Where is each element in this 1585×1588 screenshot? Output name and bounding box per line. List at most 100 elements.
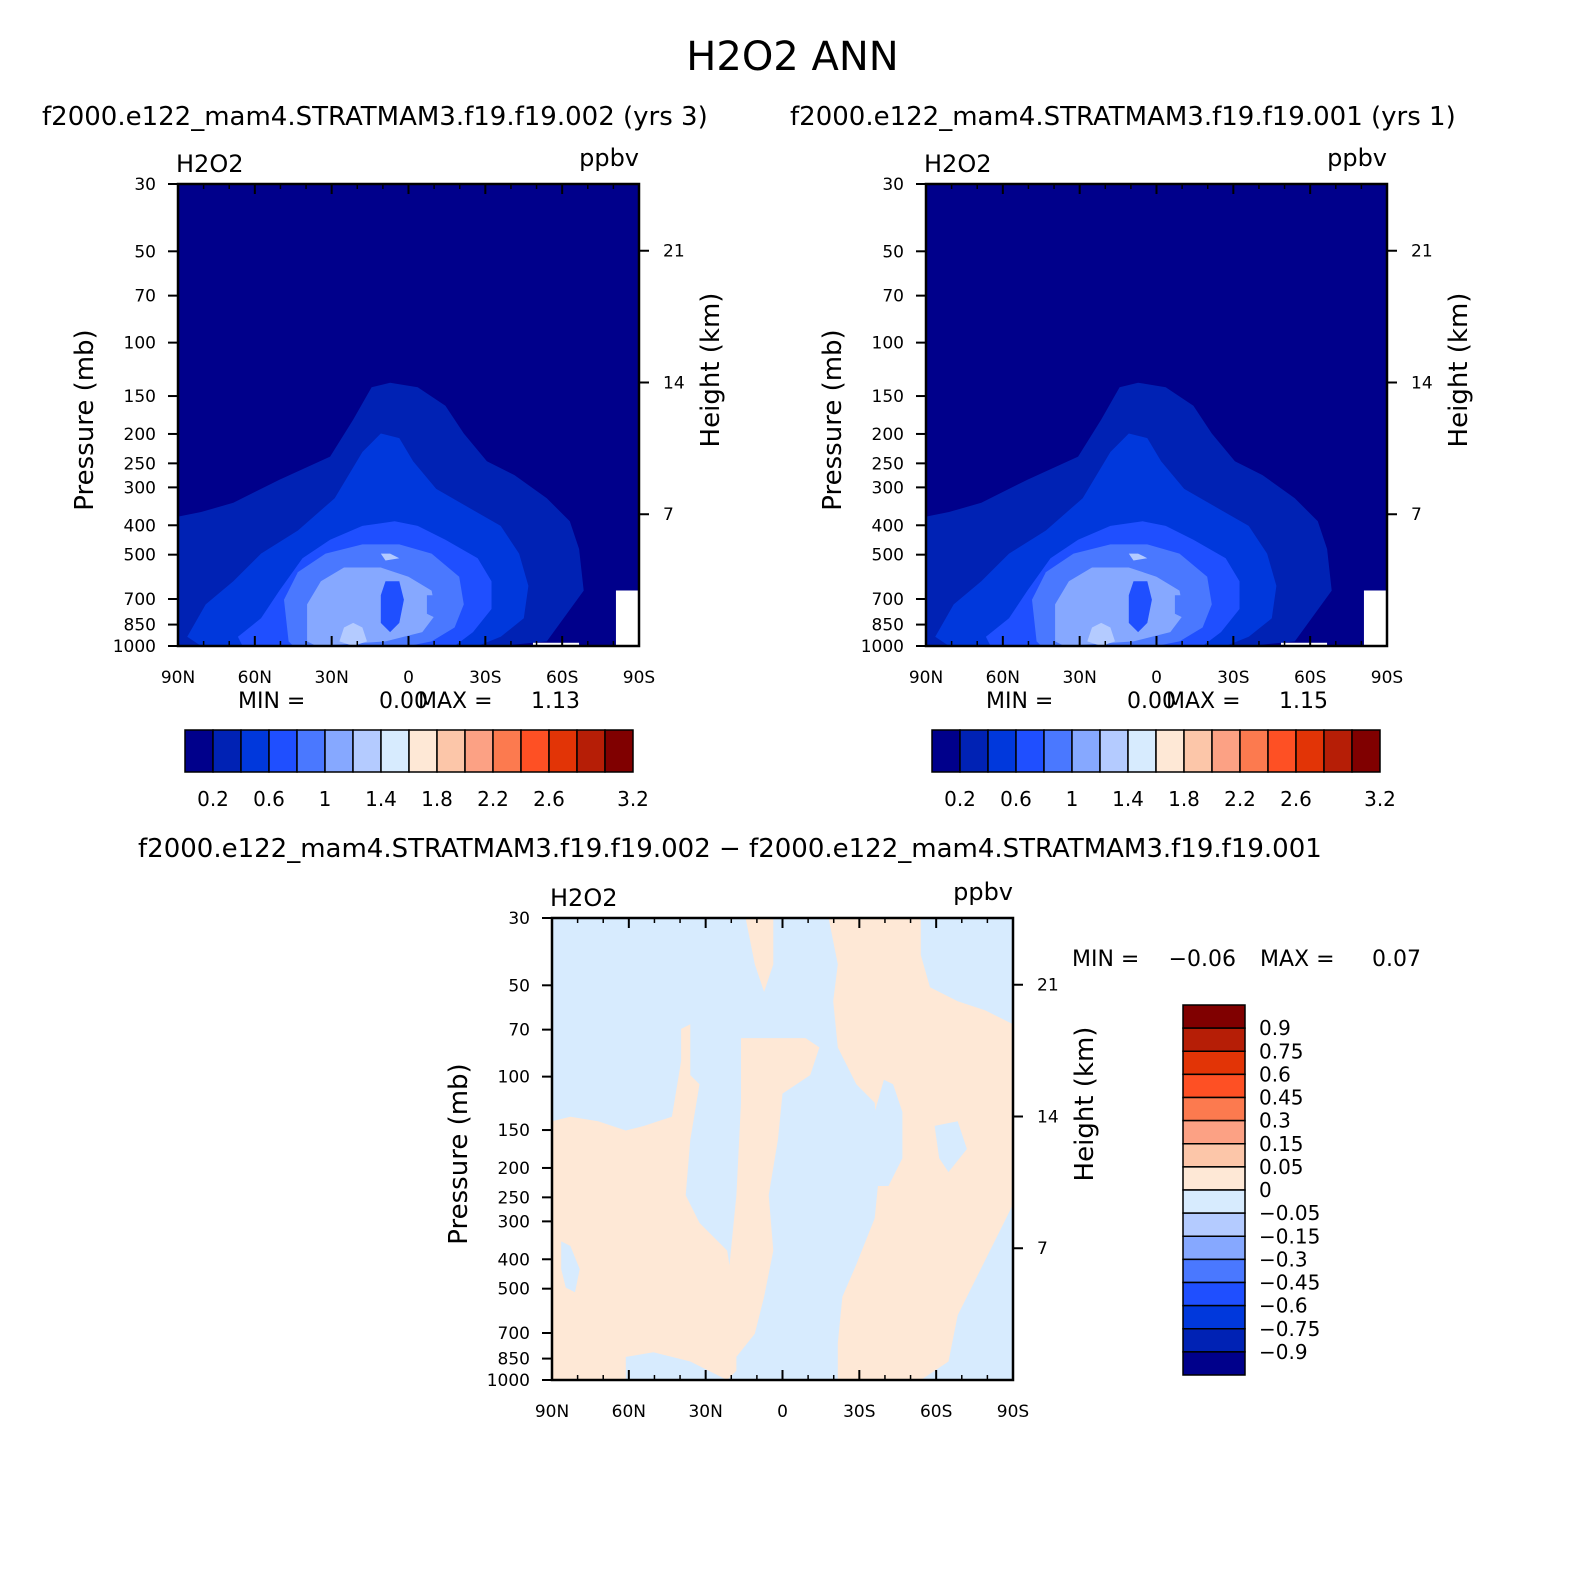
bottom-height-tick-label: 7	[1037, 1239, 1048, 1259]
colorbar-top-right-swatch	[1211, 729, 1241, 773]
colorbar-top-right-swatch	[987, 729, 1017, 773]
colorbar-top-left-swatch	[352, 729, 382, 773]
bottom-y-tick-label: 500	[498, 1280, 530, 1300]
colorbar-top-right-swatch	[1239, 729, 1269, 773]
colorbar-bottom-swatch	[1182, 1281, 1246, 1307]
top_left-y-tick-label: 700	[124, 590, 156, 610]
top_right-y-tick-label: 250	[872, 454, 904, 474]
colorbar-bottom-swatch	[1182, 1328, 1246, 1353]
top_right-y-tick-label: 150	[872, 387, 904, 407]
colorbar-top-left-swatch	[520, 729, 550, 773]
bottom-contour-0	[552, 1024, 737, 1380]
top_right-x-tick-label: 30S	[1217, 668, 1249, 688]
top-right-header: f2000.e122_mam4.STRATMAM3.f19.f19.001 (y…	[790, 102, 1456, 132]
top_left-contour-6	[426, 595, 446, 619]
top_right-contour-6	[1174, 595, 1194, 619]
colorbar-top-right-tick-label: 1.8	[1168, 787, 1200, 811]
top_left-y-tick-label: 200	[124, 425, 156, 445]
colorbar-bottom-swatch	[1182, 1304, 1246, 1330]
colorbar-top-right-tick-label: 2.2	[1224, 787, 1256, 811]
colorbar-top-left	[184, 729, 634, 773]
top_left-missing-data	[532, 642, 580, 646]
colorbar-top-right-tick-label: 3.2	[1364, 787, 1396, 811]
top_left-y-tick-label: 100	[124, 334, 156, 354]
top_right-x-tick-label: 0	[1151, 668, 1162, 688]
bottom-height-tick-label: 21	[1037, 976, 1059, 996]
colorbar-top-right-swatch	[1127, 729, 1157, 773]
colorbar-top-right-tick-label: 0.2	[944, 787, 976, 811]
top_right-y-tick-label: 50	[882, 242, 904, 262]
colorbar-bottom-swatch	[1182, 1212, 1246, 1237]
colorbar-bottom-tick-label: −0.6	[1259, 1294, 1308, 1318]
top_right-height-tick-label: 14	[1411, 373, 1433, 393]
top_right-x-tick-label: 60S	[1294, 668, 1326, 688]
colorbar-top-right-tick-label: 1.4	[1112, 787, 1144, 811]
colorbar-bottom-swatch	[1182, 1143, 1246, 1168]
top_right-contour-7	[1087, 622, 1115, 646]
colorbar-top-left-swatch	[436, 729, 466, 773]
colorbar-top-left-tick-label: 1	[319, 787, 332, 811]
top_right-y-tick-label: 700	[872, 590, 904, 610]
colorbar-top-left-swatch	[296, 729, 326, 773]
top_left-height-tick-label: 14	[663, 373, 685, 393]
colorbar-bottom-tick-label: 0	[1259, 1178, 1272, 1202]
colorbar-bottom-swatch	[1182, 1166, 1246, 1191]
bottom-y-tick-label: 100	[498, 1068, 530, 1088]
top_right-contour-4	[1055, 567, 1185, 646]
colorbar-top-left-tick-label: 2.6	[533, 787, 565, 811]
colorbar-top-right-swatch	[959, 729, 989, 773]
bottom-height-tick-label: 14	[1037, 1107, 1059, 1127]
colorbar-top-left-tick-label: 2.2	[477, 787, 509, 811]
top_right-contour-5	[1128, 581, 1152, 633]
bottom-x-tick-label: 90S	[997, 1402, 1029, 1422]
top_left-units-label: ppbv	[579, 144, 639, 172]
colorbar-top-left-tick-label: 1.4	[365, 787, 397, 811]
colorbar-bottom-swatch	[1182, 1258, 1246, 1284]
top_right-x-tick-label: 90S	[1371, 668, 1403, 688]
top_left-y-tick-label: 500	[124, 546, 156, 566]
top_left-x-tick-label: 30S	[469, 668, 501, 688]
colorbar-top-left-tick-label: 3.2	[617, 787, 649, 811]
bottom-contour-5	[561, 1241, 580, 1293]
top_left-contour-7	[339, 622, 367, 646]
top_left-y-tick-label: 250	[124, 454, 156, 474]
colorbar-bottom-tick-label: 0.75	[1259, 1039, 1304, 1063]
colorbar-top-right-tick-label: 2.6	[1280, 787, 1312, 811]
bottom-x-tick-label: 90N	[535, 1402, 569, 1422]
bottom-y-tick-label: 1000	[487, 1371, 530, 1391]
top_right-x-tick-label: 90N	[909, 668, 943, 688]
bottom-min-label: MIN =	[1072, 947, 1139, 972]
top_left-contour-4	[307, 567, 437, 646]
bottom-y-right-axis-title: Height (km)	[1070, 1027, 1100, 1182]
bottom-y-tick-label: 300	[498, 1212, 530, 1232]
bottom-contour-1	[745, 918, 774, 992]
colorbar-top-right-swatch	[1155, 729, 1185, 773]
top_left-var-label: H2O2	[176, 150, 243, 178]
colorbar-bottom-tick-label: 0.6	[1259, 1062, 1291, 1086]
top_left-height-tick-label: 7	[663, 505, 674, 525]
top_right-y-tick-label: 200	[872, 425, 904, 445]
colorbar-top-right-tick-label: 0.6	[1000, 787, 1032, 811]
top_left-y-axis-title: Pressure (mb)	[70, 329, 100, 510]
colorbar-top-left-swatch	[184, 729, 214, 773]
colorbar-top-right	[931, 729, 1381, 773]
colorbar-bottom-swatch	[1182, 1189, 1246, 1214]
bottom-x-tick-label: 30N	[688, 1402, 722, 1422]
top_right-contour-8	[1128, 553, 1148, 561]
top_right-x-tick-label: 60N	[986, 668, 1020, 688]
top_right-max-label: MAX =	[1166, 689, 1241, 714]
top_right-min-label: MIN =	[986, 689, 1053, 714]
bottom-y-tick-label: 200	[498, 1159, 530, 1179]
colorbar-top-right-swatch	[1267, 729, 1297, 773]
top_right-x-tick-label: 30N	[1062, 668, 1096, 688]
colorbar-top-left-swatch	[464, 729, 494, 773]
top_right-max-value: 1.15	[1279, 689, 1328, 714]
colorbar-bottom-swatch	[1182, 1073, 1246, 1099]
colorbar-bottom-tick-label: −0.15	[1259, 1224, 1320, 1248]
colorbar-top-right-swatch	[1043, 729, 1073, 773]
colorbar-top-right-swatch	[1351, 729, 1381, 773]
top-left-header: f2000.e122_mam4.STRATMAM3.f19.f19.002 (y…	[42, 102, 708, 132]
top_left-y-tick-label: 30	[134, 175, 156, 195]
